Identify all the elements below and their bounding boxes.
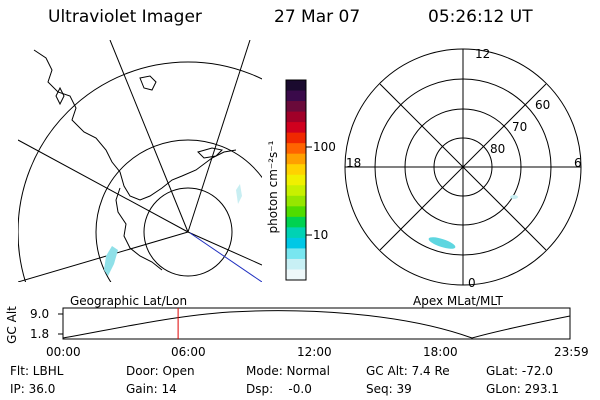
color-bar-segment <box>286 174 306 186</box>
altitude-x-tick-1200: 12:00 <box>297 345 332 359</box>
altitude-plot-frame <box>62 307 571 340</box>
info-gc-alt: GC Alt: 7.4 Re <box>366 364 450 378</box>
info-ip: IP: 36.0 <box>10 382 56 396</box>
color-bar-segment <box>286 216 306 228</box>
info-seq: Seq: 39 <box>366 382 412 396</box>
meridian-5 <box>187 231 262 266</box>
magnetic-map-caption: Apex MLat/MLT <box>413 294 503 308</box>
mlat-label-80: 80 <box>490 142 506 156</box>
color-bar-tick-label-10: 10 <box>313 228 329 242</box>
lat-circle-outer <box>18 61 262 282</box>
info-dsp: Dsp: -0.0 <box>246 382 312 396</box>
instrument-title: Ultraviolet Imager <box>48 7 202 27</box>
color-bar-segment <box>286 237 306 249</box>
magnetic-map <box>344 48 582 286</box>
color-bar-segment <box>286 143 306 155</box>
mlt-label-0: 0 <box>468 276 476 290</box>
info-filter: Flt: LBHL <box>10 364 64 378</box>
altitude-x-tick-0600: 06:00 <box>171 345 206 359</box>
mlt-label-18: 18 <box>346 156 362 170</box>
coastline-1 <box>33 49 237 201</box>
color-bar-segment <box>286 153 306 165</box>
altitude-plot <box>58 307 571 340</box>
color-bar-segment <box>286 269 306 281</box>
color-bar-segment <box>286 122 306 134</box>
lat-circle-inner <box>143 187 233 277</box>
aurora-patch-1 <box>104 246 118 276</box>
mlat-label-70: 70 <box>512 120 528 134</box>
island-1 <box>139 75 157 91</box>
geographic-map <box>18 40 262 282</box>
observation-date: 27 Mar 07 <box>274 7 361 27</box>
aurora-faint <box>510 195 518 199</box>
color-bar-segment <box>286 80 306 92</box>
altitude-x-tick-0000: 00:00 <box>46 345 81 359</box>
color-bar-segment <box>286 101 306 113</box>
color-bar-unit-label: photon cm⁻²s⁻¹ <box>266 140 280 234</box>
meridian-4 <box>18 231 189 282</box>
mlt-label-12: 12 <box>475 47 491 61</box>
aurora-oval <box>428 237 456 249</box>
observation-time: 05:26:12 UT <box>428 7 533 27</box>
color-bar-tick-label-100: 100 <box>313 140 336 154</box>
color-bar-segment <box>286 206 306 218</box>
color-bar-segment <box>286 132 306 144</box>
color-bar <box>286 80 306 281</box>
color-bar-segment <box>286 227 306 239</box>
color-bar-frame <box>285 79 307 281</box>
island-2 <box>197 147 224 159</box>
color-bar-segment <box>286 90 306 102</box>
info-glon: GLon: 293.1 <box>486 382 559 396</box>
altitude-x-tick-1800: 18:00 <box>423 345 458 359</box>
info-gain: Gain: 14 <box>126 382 177 396</box>
mlt-line-diag-2 <box>379 83 547 251</box>
meridian-3 <box>18 139 189 233</box>
info-door: Door: Open <box>126 364 195 378</box>
color-bar-segment <box>286 195 306 207</box>
mlt-label-6: 6 <box>574 156 582 170</box>
meridian-1 <box>109 40 189 233</box>
color-bar-segment <box>286 248 306 260</box>
info-glat: GLat: -72.0 <box>486 364 553 378</box>
color-bar-segment <box>286 185 306 197</box>
altitude-y-tick-9: 9.0 <box>30 307 50 321</box>
mlat-label-60: 60 <box>535 98 551 112</box>
color-bar-segment <box>286 164 306 176</box>
meridian-2 <box>187 40 251 233</box>
color-bar-segment <box>286 258 306 270</box>
island-3 <box>55 86 65 106</box>
lat-circle-middle <box>95 139 262 282</box>
coastline-2 <box>115 187 163 271</box>
altitude-y-axis-label: GC Alt <box>5 306 19 344</box>
geographic-map-caption: Geographic Lat/Lon <box>70 294 188 308</box>
altitude-curve <box>62 310 571 339</box>
altitude-y-tick-1-8: 1.8 <box>30 327 50 341</box>
aurora-patch-2 <box>236 184 242 204</box>
info-mode: Mode: Normal <box>246 364 330 378</box>
altitude-x-tick-2359: 23:59 <box>554 345 589 359</box>
terminator-line <box>189 232 262 282</box>
color-bar-segment <box>286 111 306 123</box>
